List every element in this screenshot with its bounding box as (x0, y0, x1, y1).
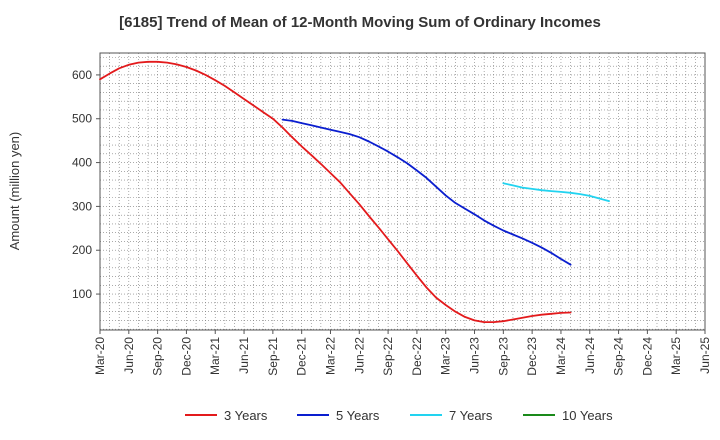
x-tick-label: Dec-23 (525, 337, 539, 376)
y-tick-label: 300 (72, 199, 92, 213)
legend: 3 Years 5 Years 7 Years 10 Years (185, 408, 613, 423)
y-tick-label: 500 (72, 112, 92, 126)
y-axis-label: Amount (million yen) (7, 132, 22, 251)
legend-label: 3 Years (224, 408, 268, 423)
series-layer (99, 60, 610, 324)
series-line-7-years (502, 182, 610, 203)
x-tick-label: Mar-24 (554, 337, 568, 375)
legend-label: 7 Years (449, 408, 493, 423)
y-tick-label: 400 (72, 156, 92, 170)
x-tick-label: Mar-22 (323, 337, 337, 375)
chart-title: [6185] Trend of Mean of 12-Month Moving … (119, 14, 601, 31)
x-tick-label: Jun-21 (237, 337, 251, 374)
y-tick-label: 200 (72, 243, 92, 257)
x-tick-label: Jun-24 (583, 337, 597, 374)
x-tick-label: Mar-25 (669, 337, 683, 375)
tick-layer: 100 200 300 400 500 600 Mar-20 Jun-20 Sep-20 Dec-… (72, 68, 712, 376)
plot-frame (99, 52, 706, 331)
x-tick-label: Sep-20 (151, 337, 165, 376)
x-tick-label: Sep-21 (266, 337, 280, 376)
x-tick-label: Sep-23 (496, 337, 510, 376)
grid-layer (100, 53, 705, 330)
x-tick-label: Sep-24 (612, 337, 626, 376)
series-line-5-years (281, 118, 572, 266)
x-tick-label: Jun-25 (698, 337, 712, 374)
x-tick-label: Jun-23 (468, 337, 482, 374)
x-tick-label: Dec-21 (295, 337, 309, 376)
x-tick-label: Mar-21 (208, 337, 222, 375)
x-tick-label: Dec-20 (179, 337, 193, 376)
legend-label: 10 Years (562, 408, 613, 423)
x-tick-label: Jun-20 (122, 337, 136, 374)
x-tick-label: Mar-23 (439, 337, 453, 375)
series-line-3-years (99, 60, 572, 324)
x-tick-label: Dec-24 (640, 337, 654, 376)
legend-label: 5 Years (336, 408, 380, 423)
y-tick-label: 100 (72, 287, 92, 301)
x-tick-label: Jun-22 (352, 337, 366, 374)
y-tick-label: 600 (72, 68, 92, 82)
x-tick-label: Dec-22 (410, 337, 424, 376)
x-tick-label: Mar-20 (93, 337, 107, 375)
x-tick-label: Sep-22 (381, 337, 395, 376)
